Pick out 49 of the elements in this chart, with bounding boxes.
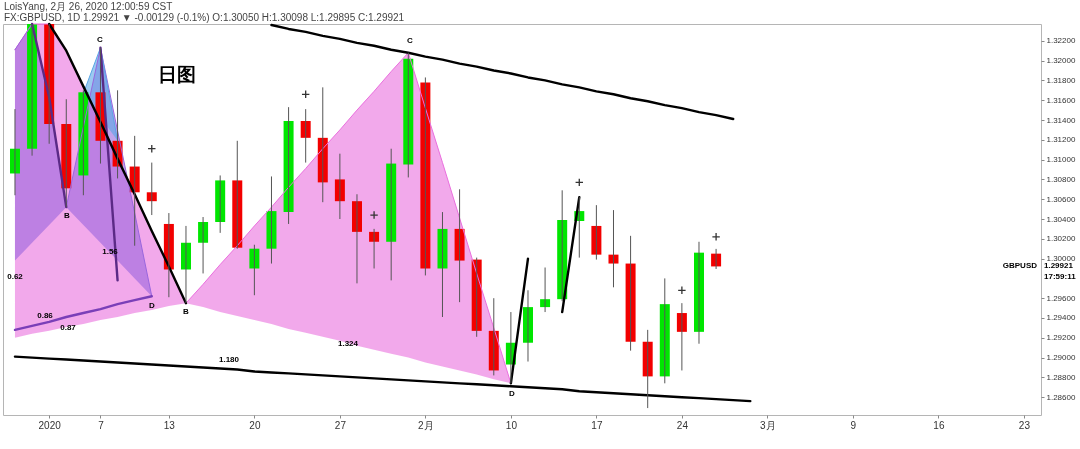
y-tick-label: 1.31800 — [1046, 75, 1076, 85]
y-tick-label: 1.29200 — [1046, 333, 1076, 343]
x-tick-label: 16 — [933, 419, 945, 431]
x-tick-label: 2020 — [38, 419, 62, 431]
x-tick-label: 3月 — [760, 419, 776, 431]
x-tick-label: 20 — [249, 419, 261, 431]
y-tick-label: 1.28600 — [1046, 392, 1076, 402]
text: FX:GBPUSD, 1D 1.29921 ▼ -0.00129 (-0.1%) O:1.30050 H:1.30098 L:1.29895 C:1.29921 — [4, 12, 405, 23]
annotation: 1.180 — [218, 355, 240, 364]
y-tick-label: 1.29400 — [1046, 313, 1076, 323]
annotation: 0.62 — [7, 272, 24, 281]
annotation: GBPUSD — [1002, 261, 1038, 271]
x-tick-label: 7 — [98, 419, 105, 431]
y-tick-label: 1.29600 — [1046, 293, 1076, 303]
y-tick-label: 1.32200 — [1046, 36, 1076, 46]
y-tick-label: 1.30200 — [1046, 234, 1076, 244]
annotation: 0.87 — [60, 323, 77, 332]
annotation: 1.56 — [102, 247, 119, 256]
x-tick-label: 27 — [334, 419, 347, 431]
text: 17:59:11 — [1044, 272, 1077, 282]
annotation: C — [97, 35, 104, 44]
y-tick-label: 1.31600 — [1046, 95, 1076, 105]
y-tick-label: 1.32000 — [1046, 56, 1076, 66]
annotation: B — [64, 211, 71, 220]
annotation: B — [183, 307, 190, 316]
x-tick-label: 23 — [1018, 419, 1031, 431]
y-tick-label: 1.30600 — [1046, 194, 1076, 204]
x-tick-label: 24 — [676, 419, 689, 431]
text: 1.29921 — [1044, 261, 1074, 271]
x-tick-label: 10 — [505, 419, 518, 431]
y-tick-label: 1.30400 — [1046, 214, 1076, 224]
y-tick-label: 1.30800 — [1046, 174, 1076, 184]
y-tick-label: 1.30000 — [1046, 254, 1076, 264]
annotation: D — [509, 389, 516, 398]
annotation: 0.86 — [37, 311, 54, 320]
text: 日图 — [158, 63, 196, 85]
annotation: 1.324 — [337, 339, 359, 348]
x-tick-label: 13 — [163, 419, 176, 431]
y-tick-label: 1.28800 — [1046, 372, 1076, 382]
y-tick-label: 1.29000 — [1046, 353, 1076, 363]
x-tick-label: 2月 — [418, 419, 434, 431]
annotation: D — [149, 301, 156, 310]
y-tick-label: 1.31200 — [1046, 135, 1076, 145]
annotation: C — [407, 36, 414, 45]
y-tick-label: 1.31400 — [1046, 115, 1076, 125]
y-tick-label: 1.31000 — [1046, 155, 1076, 165]
text: LoisYang, 2月 26, 2020 12:00:59 CST — [4, 1, 173, 12]
x-tick-label: 9 — [850, 419, 857, 431]
x-tick-label: 17 — [591, 419, 603, 431]
